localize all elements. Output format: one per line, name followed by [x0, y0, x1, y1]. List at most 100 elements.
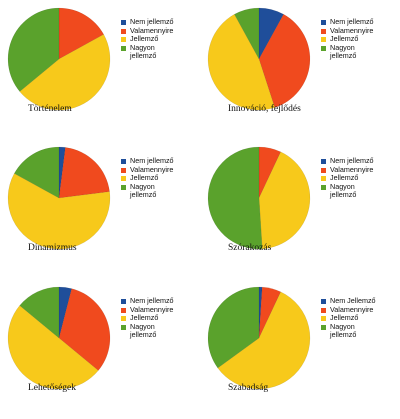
legend-item-nagyon-jellemzo: Nagyon jellemző [321, 181, 374, 200]
legend-swatch [121, 307, 126, 313]
legend-label: Valamennyire [330, 304, 374, 314]
pie-slice-valamennyire [58, 7, 104, 60]
legend-swatch [321, 324, 326, 330]
legend-label: Valamennyire [130, 164, 174, 174]
pie-slice-nagyon-jellemzo [207, 146, 263, 250]
pie-slice-jellemzo [7, 173, 111, 250]
legend-swatch [321, 159, 326, 164]
legend-item-nagyon-jellemzo: Nagyon jellemző [321, 42, 374, 61]
chart-legend: Nem jellemző Valamennyire Jellemző Nagyon j… [121, 296, 174, 340]
pie-slice-valamennyire [58, 147, 110, 199]
pie-chart-szabadsag [207, 286, 311, 390]
pie-slice-nem-jellemzo [58, 146, 66, 199]
chart-panel-szorakozas: Nem jellemző Valamennyire Jellemző Nagyon j… [200, 139, 400, 278]
legend-label: Jellemző [330, 173, 359, 182]
legend-label: Nem jellemző [330, 17, 374, 26]
chart-title: Lehetőségek [28, 383, 77, 393]
legend-item-valamennyire: Valamennyire [121, 26, 174, 36]
legend-item-nem-jellemzo: Nem jellemző [321, 17, 374, 27]
pie-slice-nagyon-jellemzo [207, 286, 260, 369]
pie-slice-nem-jellemzo [58, 286, 72, 339]
legend-label: Nagyon jellemző [330, 181, 357, 199]
legend-item-nagyon-jellemzo: Nagyon jellemző [121, 182, 174, 200]
chart-legend: Nem jellemző Valamennyire Jellemző Nagyon j… [321, 156, 374, 200]
legend-item-jellemzo: Jellemző [121, 173, 174, 183]
legend-label: Nem jellemző [130, 17, 174, 26]
legend-label: Valamennyire [330, 164, 374, 174]
pie-slice-valamennyire [258, 14, 311, 108]
legend-swatch [321, 184, 326, 190]
pie-chart-lehetosegek [7, 286, 111, 390]
legend-label: Nem jellemző [330, 156, 374, 165]
chart-legend: Nem jellemző Valamennyire Jellemző Nagyon j… [121, 156, 174, 200]
chart-panel-innovacio: Nem jellemző Valamennyire Jellemző Nagyon j… [200, 0, 400, 139]
pie-slice-nagyon-jellemzo [7, 7, 60, 92]
pie-slice-jellemzo [19, 34, 111, 111]
chart-legend: Nem Jellemző Valamennyire Jellemző Nagyon j… [321, 296, 376, 340]
legend-swatch [121, 316, 126, 321]
pie-slice-jellemzo [7, 305, 99, 390]
chart-title: Történelem [28, 104, 72, 114]
legend-item-nagyon-jellemzo: Nagyon jellemző [321, 321, 376, 340]
legend-swatch [121, 20, 126, 25]
legend-item-nagyon-jellemzo: Nagyon jellemző [121, 321, 174, 340]
legend-item-nem-jellemzo: Nem jellemző [121, 156, 174, 166]
pie-slice-valamennyire [58, 288, 111, 371]
legend-item-jellemzo: Jellemző [321, 34, 374, 44]
legend-swatch [121, 184, 126, 190]
legend-swatch [321, 167, 326, 173]
legend-label: Valamennyire [130, 304, 174, 314]
chart-title: Innováció, fejlődés [228, 104, 301, 114]
legend-label: Nagyon jellemző [130, 42, 157, 60]
legend-item-nem-jellemzo: Nem jellemző [121, 17, 174, 27]
legend-item-nagyon-jellemzo: Nagyon jellemző [121, 42, 174, 61]
pie-chart-innovacio [207, 7, 311, 111]
chart-panel-tortenelem: Nem jellemző Valamennyire Jellemző Nagyon j… [0, 0, 200, 139]
chart-panel-dinamizmus: Nem jellemző Valamennyire Jellemző Nagyon j… [0, 139, 200, 278]
pie-chart-tortenelem [7, 7, 111, 111]
legend-item-valamennyire: Valamennyire [321, 164, 374, 175]
legend-swatch [121, 176, 126, 181]
legend-item-nem-jellemzo: Nem Jellemző [321, 296, 376, 306]
legend-swatch [321, 37, 326, 42]
legend-swatch [121, 167, 126, 173]
legend-label: Nagyon jellemző [130, 321, 157, 339]
legend-label: Nagyon jellemző [330, 321, 357, 339]
legend-item-valamennyire: Valamennyire [121, 164, 174, 175]
legend-label: Valamennyire [330, 25, 374, 35]
pie-chart-szorakozas [207, 146, 311, 250]
pie-slice-jellemzo [207, 14, 276, 111]
legend-label: Jellemző [130, 34, 159, 43]
legend-item-valamennyire: Valamennyire [321, 304, 376, 315]
legend-swatch [321, 176, 326, 181]
legend-item-valamennyire: Valamennyire [321, 25, 374, 36]
legend-label: Jellemző [330, 34, 359, 43]
pie-chart-dinamizmus [7, 146, 111, 250]
pie-slice-nagyon-jellemzo [19, 286, 60, 339]
chart-title: Dinamizmus [28, 243, 77, 253]
pie-slice-valamennyire [258, 286, 281, 339]
pie-slice-jellemzo [258, 151, 311, 250]
legend-label: Nagyon jellemző [330, 42, 357, 60]
legend-item-jellemzo: Jellemző [321, 173, 374, 183]
chart-panel-lehetosegek: Nem jellemző Valamennyire Jellemző Nagyon j… [0, 279, 200, 418]
legend-item-jellemzo: Jellemző [121, 34, 174, 44]
legend-swatch [121, 37, 126, 42]
pie-slice-nagyon-jellemzo [14, 146, 60, 199]
legend-label: Nem Jellemző [330, 296, 376, 305]
legend-swatch [321, 307, 326, 313]
legend-label: Jellemző [130, 173, 159, 182]
legend-swatch [321, 316, 326, 321]
legend-item-valamennyire: Valamennyire [121, 304, 174, 315]
chart-legend: Nem jellemző Valamennyire Jellemző Nagyon j… [121, 17, 174, 61]
legend-swatch [121, 299, 126, 304]
pie-slice-nem-jellemzo [258, 286, 263, 339]
pie-slice-nem-jellemzo [258, 7, 284, 60]
chart-title: Szórakozás [228, 243, 272, 253]
chart-legend: Nem jellemző Valamennyire Jellemző Nagyon j… [321, 17, 374, 61]
legend-item-jellemzo: Jellemző [121, 313, 174, 323]
legend-item-nem-jellemzo: Nem jellemző [321, 156, 374, 166]
chart-title: Szabadság [228, 383, 269, 393]
chart-panel-szabadsag: Nem Jellemző Valamennyire Jellemző Nagyon j… [200, 279, 400, 418]
